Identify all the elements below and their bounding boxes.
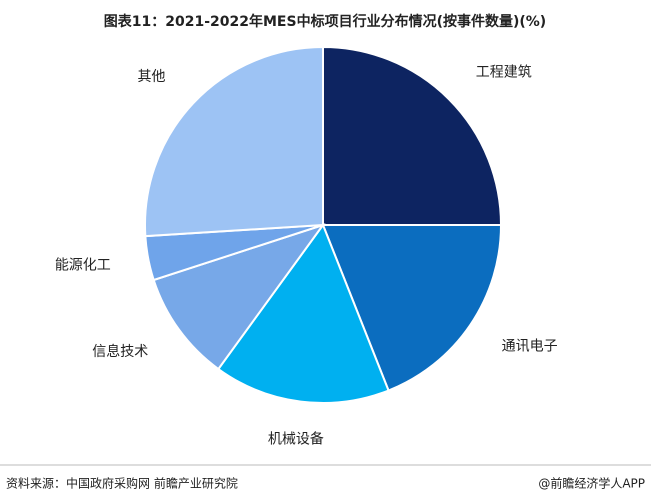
pie-slice xyxy=(152,223,326,371)
pie-slice xyxy=(144,45,324,238)
slice-label: 信息技术 xyxy=(92,343,148,360)
pie-slice xyxy=(216,222,390,404)
slice-label: 机械设备 xyxy=(268,430,324,447)
slice-label: 其他 xyxy=(138,69,166,85)
pie-slice xyxy=(321,224,503,392)
slice-label: 能源化工 xyxy=(55,257,111,273)
chart-title: 图表11：2021-2022年MES中标项目行业分布情况(按事件数量)(%) xyxy=(104,13,546,30)
slice-label: 工程建筑 xyxy=(476,64,532,80)
slice-label: 通讯电子 xyxy=(502,338,558,354)
pie-slice xyxy=(322,45,503,226)
source: 资料来源：中国政府采购网 前瞻产业研究院 xyxy=(6,476,238,491)
brand: @前瞻经济学人APP xyxy=(538,476,645,491)
